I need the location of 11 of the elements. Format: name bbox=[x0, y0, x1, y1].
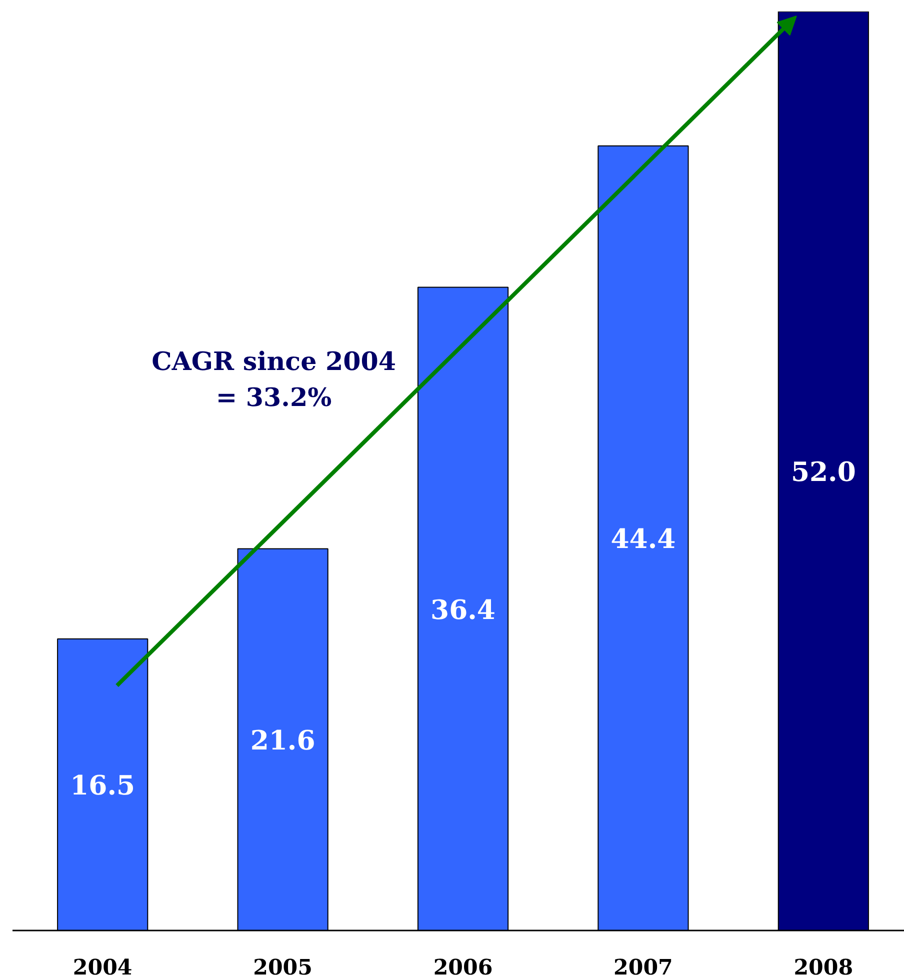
data-label: 16.5 bbox=[70, 770, 136, 802]
data-label: 44.4 bbox=[610, 524, 676, 556]
data-label: 52.0 bbox=[790, 457, 856, 488]
x-tick-label: 2008 bbox=[794, 956, 854, 977]
data-label: 36.4 bbox=[430, 594, 496, 626]
x-tick-label: 2004 bbox=[72, 956, 132, 977]
annotation: CAGR since 2004 = 33.2% bbox=[152, 346, 396, 412]
data-label: 21.6 bbox=[250, 726, 316, 757]
x-tick-label: 2007 bbox=[614, 956, 673, 977]
x-tick-label: 2006 bbox=[433, 956, 493, 977]
x-tick-label: 2005 bbox=[253, 956, 312, 977]
